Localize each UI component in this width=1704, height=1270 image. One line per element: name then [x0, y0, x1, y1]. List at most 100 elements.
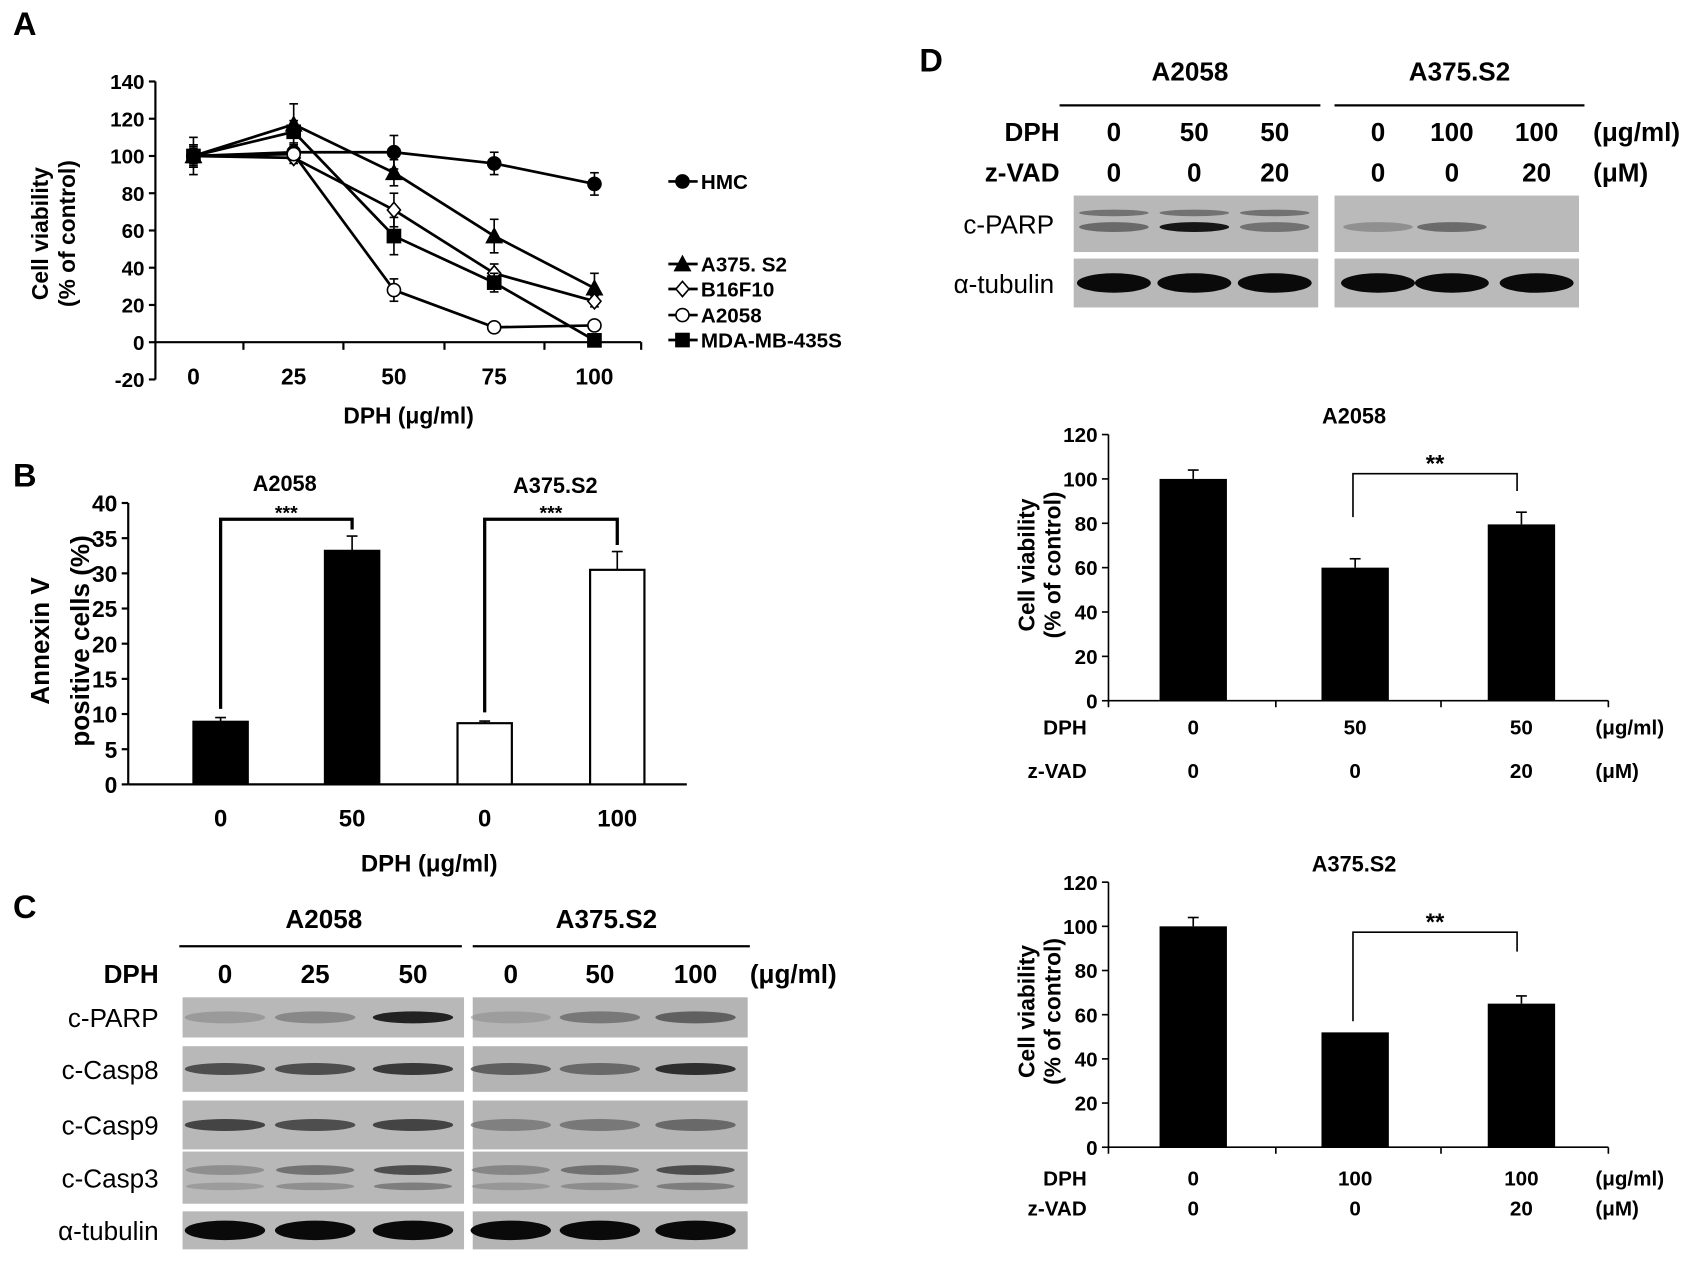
y-tick-label: 25	[92, 596, 118, 622]
zvad-value: 0	[1349, 1198, 1360, 1221]
y-tick-label: 140	[110, 71, 144, 94]
panel-d-western-blot: A2058 A375.S2 DPH z-VAD 0 0 50 0 50 20 0 0 100 0 100 20…	[954, 56, 1680, 308]
blot-band	[372, 1220, 454, 1241]
blot-band	[276, 1182, 355, 1191]
panel-label-d: D	[919, 42, 943, 79]
legend-label: A2058	[701, 305, 762, 328]
dose-label: 0	[1371, 157, 1386, 187]
y-tick-label: 15	[92, 667, 118, 693]
y-tick-label: 0	[105, 772, 118, 798]
blot-band	[274, 1011, 356, 1024]
blot-band	[655, 1011, 736, 1024]
blot-band	[559, 1118, 641, 1131]
y-tick-label: 5	[105, 737, 118, 763]
blot-band	[471, 1165, 550, 1175]
blot-band	[372, 1063, 454, 1075]
significance-stars: **	[1426, 909, 1445, 936]
unit-label: (μg/ml)	[1595, 1167, 1664, 1190]
blot-band	[1079, 209, 1149, 217]
bar	[192, 720, 249, 786]
y-tick-label: 60	[1075, 557, 1098, 580]
unit-label: (μM)	[1595, 1198, 1639, 1221]
y-tick-label: 40	[122, 257, 145, 280]
significance-stars: ***	[275, 502, 298, 524]
blot-band	[471, 1182, 550, 1191]
dose-label: 0	[1107, 157, 1122, 187]
dph-value: 100	[1504, 1167, 1538, 1190]
panel-label-b: B	[13, 457, 37, 494]
data-point	[675, 332, 690, 348]
dose-label: 50	[398, 959, 427, 989]
y-tick-label: 120	[1063, 424, 1097, 447]
dose-label: 50	[1180, 117, 1209, 147]
panel-label-a: A	[13, 5, 37, 42]
y-axis-label: (% of control)	[1040, 938, 1066, 1085]
data-point	[675, 174, 690, 189]
dph-row-label: DPH	[104, 959, 159, 989]
data-point	[186, 148, 201, 164]
blot-band	[655, 1118, 736, 1131]
y-tick-label: 30	[92, 561, 117, 587]
x-tick-label: 0	[478, 806, 491, 833]
dose-label: 100	[1430, 117, 1473, 147]
legend-item: B16F10	[668, 279, 774, 302]
y-axis-label: (% of control)	[1040, 491, 1066, 638]
significance-bracket	[483, 517, 619, 713]
dose-label: 0	[218, 959, 233, 989]
y-tick-label: 20	[122, 295, 145, 318]
legend-label: A375. S2	[701, 254, 787, 277]
dph-value: 0	[1187, 716, 1198, 739]
x-tick-label: 50	[339, 806, 366, 833]
protein-label: c-Casp9	[62, 1111, 159, 1141]
blot-band	[184, 1063, 266, 1075]
legend-label: HMC	[701, 171, 748, 194]
data-point	[386, 228, 402, 244]
dose-label: 25	[301, 959, 330, 989]
panel-a-line-chart: -20 0 20 40 60 80 100 120 140 0 25 50 75 100 DPH (μg/m…	[27, 71, 842, 429]
y-tick-label: 40	[92, 491, 117, 517]
blot-band	[185, 1182, 265, 1191]
blot-band	[373, 1165, 453, 1175]
blot-band	[559, 1220, 641, 1241]
data-point	[587, 176, 602, 192]
y-axis-label: Cell viability	[1014, 498, 1040, 631]
blot-membrane	[472, 1151, 748, 1204]
data-point	[384, 163, 403, 181]
data-point	[587, 333, 602, 348]
dose-label: 0	[1107, 117, 1122, 147]
y-tick-label: 120	[1063, 872, 1097, 895]
blot-band	[185, 1165, 265, 1175]
blot-band	[655, 1063, 736, 1075]
significance-stars: ***	[540, 502, 563, 524]
blot-band	[655, 1220, 736, 1241]
zvad-value: 0	[1349, 760, 1360, 783]
blot-band	[1341, 273, 1415, 293]
chart-title: A375.S2	[1312, 851, 1397, 876]
x-tick-label: 75	[482, 364, 508, 390]
data-point	[486, 275, 502, 290]
y-tick-label: 60	[1075, 1004, 1098, 1027]
protein-label: c-PARP	[68, 1003, 159, 1033]
panel-c-western-blot: A2058 A375.S2 DPH 0 25 50 0 50 100 (μg/ml) c-PARP c…	[58, 904, 837, 1250]
cell-line-header: A375.S2	[556, 904, 657, 934]
blot-band	[1079, 222, 1149, 232]
zvad-value: 0	[1187, 1198, 1198, 1221]
y-tick-label: 80	[122, 183, 145, 206]
data-point	[485, 226, 504, 244]
blot-band	[184, 1011, 266, 1024]
bar	[1487, 524, 1556, 701]
blot-membrane	[182, 1151, 465, 1204]
zvad-value: 20	[1510, 760, 1533, 783]
unit-label: (μM)	[1593, 157, 1648, 187]
cell-line-header: A375.S2	[1409, 56, 1510, 86]
y-tick-label: -20	[115, 369, 145, 392]
unit-label: (μg/ml)	[1595, 716, 1664, 739]
blot-band	[372, 1118, 454, 1131]
blot-row	[1073, 258, 1580, 308]
zvad-value: 20	[1510, 1198, 1533, 1221]
blot-band	[656, 1182, 735, 1191]
bar	[456, 722, 513, 786]
y-tick-label: 100	[1063, 916, 1097, 939]
blot-band	[1417, 222, 1487, 232]
panel-d-a375s2-bar-chart: 0 20 40 60 80 100 120 0 0 100 0 100 20 A375.S2 DPH z-VA…	[1014, 851, 1665, 1220]
